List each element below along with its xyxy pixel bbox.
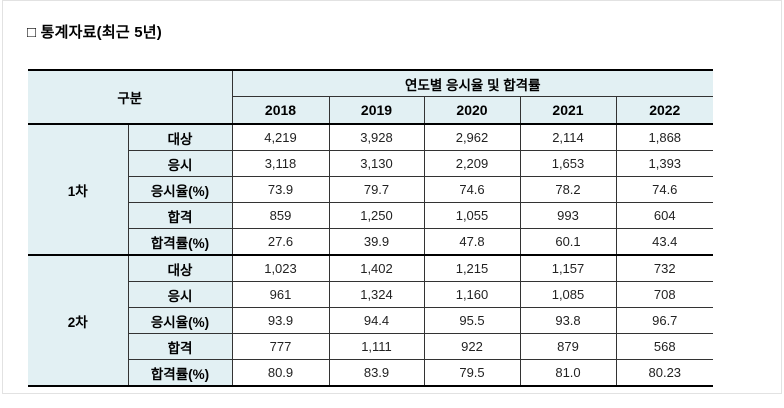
table-cell: 1,023 (231, 254, 330, 282)
table-cell: 1,160 (423, 281, 521, 308)
table-cell: 79.5 (423, 359, 521, 387)
table-cell: 83.9 (328, 359, 425, 387)
table-row: 1차 대상 4,219 3,928 2,962 2,114 1,868 (28, 123, 714, 256)
page-title: □ 통계자료(최근 5년) (27, 24, 162, 41)
table-row: 응시 961 1,324 1,160 1,085 708 (28, 281, 714, 308)
section-label-round1: 1차 (28, 123, 129, 256)
table-cell: 93.9 (231, 307, 330, 334)
statistics-table: 구분 연도별 응시율 및 합격률 2018 2019 2020 2021 202… (28, 69, 714, 387)
table-row: 합격률(%) 80.9 83.9 79.5 81.0 80.23 (28, 359, 714, 387)
table-cell: 27.6 (231, 228, 330, 256)
table-cell: 1,111 (328, 333, 425, 360)
table-row: 합격 777 1,111 922 879 568 (28, 333, 714, 360)
table-cell: 568 (615, 333, 714, 360)
table-cell: 961 (231, 281, 330, 308)
table-cell: 60.1 (519, 228, 617, 256)
table-cell: 708 (615, 281, 714, 308)
table-cell: 81.0 (519, 359, 617, 387)
table-row: 합격 859 1,250 1,055 993 604 (28, 202, 714, 229)
table-cell: 4,219 (231, 123, 330, 151)
table-cell: 73.9 (231, 176, 330, 203)
table-cell: 43.4 (615, 228, 714, 256)
metric-label: 응시 (127, 281, 233, 308)
table-row: 2차 대상 1,023 1,402 1,215 1,157 732 (28, 254, 714, 387)
year-header-2018: 2018 (231, 96, 330, 125)
metric-label: 대상 (127, 123, 233, 151)
table-cell: 1,393 (615, 150, 714, 177)
section-label-round2: 2차 (28, 254, 129, 387)
table-cell: 96.7 (615, 307, 714, 334)
table-cell: 859 (231, 202, 330, 229)
category-header-cell: 구분 (28, 69, 233, 125)
table-cell: 74.6 (615, 176, 714, 203)
table-cell: 80.9 (231, 359, 330, 387)
table-cell: 879 (519, 333, 617, 360)
table-cell: 1,055 (423, 202, 521, 229)
table-cell: 1,402 (328, 254, 425, 282)
table-cell: 1,085 (519, 281, 617, 308)
group-header-cell: 연도별 응시율 및 합격률 (231, 69, 714, 97)
metric-label: 응시율(%) (127, 307, 233, 334)
metric-label: 합격 (127, 333, 233, 360)
table-cell: 604 (615, 202, 714, 229)
table-cell: 2,209 (423, 150, 521, 177)
table-row: 응시율(%) 73.9 79.7 74.6 78.2 74.6 (28, 176, 714, 203)
table-cell: 1,215 (423, 254, 521, 282)
table-cell: 3,130 (328, 150, 425, 177)
table-cell: 732 (615, 254, 714, 282)
table-row: 응시율(%) 93.9 94.4 95.5 93.8 96.7 (28, 307, 714, 334)
table-cell: 3,928 (328, 123, 425, 151)
metric-label: 합격률(%) (127, 359, 233, 387)
metric-label: 응시율(%) (127, 176, 233, 203)
table-cell: 80.23 (615, 359, 714, 387)
table-cell: 1,324 (328, 281, 425, 308)
table-cell: 777 (231, 333, 330, 360)
table-cell: 95.5 (423, 307, 521, 334)
table-cell: 922 (423, 333, 521, 360)
table-cell: 78.2 (519, 176, 617, 203)
table-cell: 2,114 (519, 123, 617, 151)
metric-label: 대상 (127, 254, 233, 282)
metric-label: 응시 (127, 150, 233, 177)
year-header-2021: 2021 (519, 96, 617, 125)
table-cell: 47.8 (423, 228, 521, 256)
year-header-2019: 2019 (328, 96, 425, 125)
table-cell: 2,962 (423, 123, 521, 151)
table-cell: 1,157 (519, 254, 617, 282)
table-cell: 1,653 (519, 150, 617, 177)
table-cell: 39.9 (328, 228, 425, 256)
table-cell: 74.6 (423, 176, 521, 203)
header-row-group: 구분 연도별 응시율 및 합격률 (28, 69, 714, 125)
year-header-2022: 2022 (615, 96, 714, 125)
metric-label: 합격률(%) (127, 228, 233, 256)
table-cell: 79.7 (328, 176, 425, 203)
year-header-2020: 2020 (423, 96, 521, 125)
metric-label: 합격 (127, 202, 233, 229)
table-cell: 1,868 (615, 123, 714, 151)
table-cell: 94.4 (328, 307, 425, 334)
header-row-years: 2018 2019 2020 2021 2022 (28, 96, 714, 125)
table-cell: 993 (519, 202, 617, 229)
table-cell: 1,250 (328, 202, 425, 229)
table-row: 응시 3,118 3,130 2,209 1,653 1,393 (28, 150, 714, 177)
table-cell: 3,118 (231, 150, 330, 177)
table-cell: 93.8 (519, 307, 617, 334)
table-row: 합격률(%) 27.6 39.9 47.8 60.1 43.4 (28, 228, 714, 256)
